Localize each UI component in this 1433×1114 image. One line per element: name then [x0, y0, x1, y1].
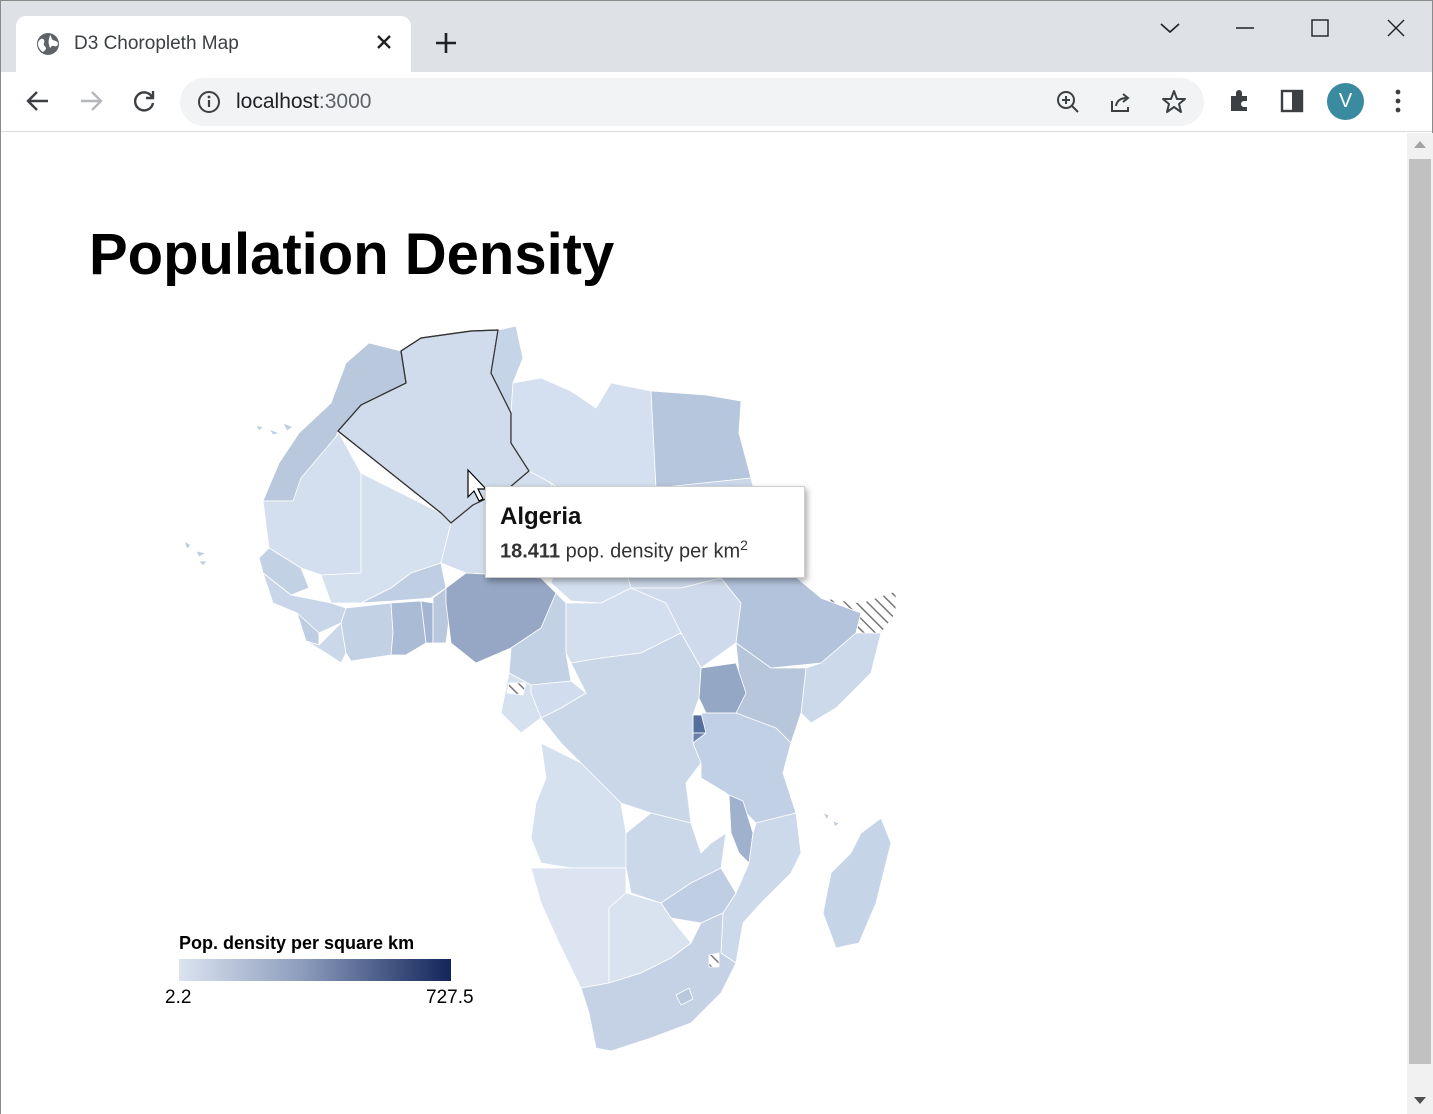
maximize-icon[interactable]: [1307, 15, 1333, 41]
forward-arrow-icon[interactable]: [77, 87, 105, 115]
islands-comoros: [822, 812, 840, 828]
title-bar: D3 Choropleth Map: [1, 1, 1432, 72]
vertical-scrollbar[interactable]: [1407, 133, 1433, 1114]
new-tab-icon[interactable]: [433, 30, 459, 56]
more-menu-icon[interactable]: [1384, 87, 1412, 115]
region-no-data-eq-guinea[interactable]: [506, 682, 527, 696]
legend-title: Pop. density per square km: [179, 933, 415, 953]
legend-color-bar: [179, 959, 451, 981]
legend-max-label: 727.5: [426, 987, 474, 1008]
tooltip-unit: pop. density per km: [560, 540, 741, 563]
country-south-africa[interactable]: [580, 912, 737, 1052]
country-tooltip: Algeria 18.411 pop. density per km2: [485, 486, 805, 578]
page-title: Population Density: [89, 222, 615, 287]
tooltip-value: 18.411: [500, 540, 561, 563]
islands-cape-verde: [183, 540, 208, 567]
close-tab-icon[interactable]: [372, 30, 396, 54]
country-ivory-coast[interactable]: [340, 602, 394, 662]
country-somalia[interactable]: [800, 632, 882, 724]
site-info-icon[interactable]: [197, 90, 221, 114]
minimize-icon[interactable]: [1232, 15, 1258, 41]
tooltip-country-name: Algeria: [500, 503, 582, 530]
country-madagascar[interactable]: [822, 817, 892, 949]
country-egypt[interactable]: [650, 390, 752, 489]
country-ghana[interactable]: [390, 600, 427, 656]
browser-toolbar: localhost:3000 V: [1, 72, 1432, 132]
extensions-puzzle-icon[interactable]: [1226, 87, 1254, 115]
tooltip-unit-superscript: 2: [740, 537, 748, 553]
page-viewport: Population Density: [1, 133, 1407, 1114]
country-zambia[interactable]: [625, 812, 727, 904]
tab-title: D3 Choropleth Map: [74, 33, 239, 54]
close-window-icon[interactable]: [1383, 15, 1409, 41]
country-drc[interactable]: [540, 632, 702, 824]
scroll-up-arrow-icon[interactable]: [1414, 141, 1426, 148]
scroll-down-arrow-icon[interactable]: [1414, 1097, 1426, 1104]
mouse-cursor-icon: [467, 468, 488, 502]
zoom-icon[interactable]: [1055, 89, 1081, 115]
country-lesotho[interactable]: [675, 987, 694, 1006]
address-bar[interactable]: localhost:3000: [180, 78, 1204, 126]
back-arrow-icon[interactable]: [24, 87, 52, 115]
region-no-data-eswatini[interactable]: [708, 952, 720, 968]
globe-icon: [37, 33, 59, 55]
url-text: localhost:3000: [236, 90, 372, 113]
reload-icon[interactable]: [130, 87, 158, 115]
islands-canary: [255, 422, 294, 436]
scrollbar-thumb[interactable]: [1409, 159, 1431, 1064]
browser-tab[interactable]: D3 Choropleth Map: [16, 16, 411, 72]
tooltip-value-line: 18.411 pop. density per km2: [500, 537, 748, 564]
share-icon[interactable]: [1108, 89, 1134, 115]
country-burkina-faso[interactable]: [360, 562, 447, 604]
legend-min-label: 2.2: [165, 987, 192, 1008]
country-zimbabwe[interactable]: [660, 867, 737, 924]
bookmark-star-icon[interactable]: [1161, 89, 1187, 115]
side-panel-icon[interactable]: [1278, 87, 1306, 115]
country-algeria-outline: [337, 329, 530, 524]
profile-avatar[interactable]: V: [1327, 83, 1364, 120]
tab-search-chevron-icon[interactable]: [1157, 15, 1183, 41]
